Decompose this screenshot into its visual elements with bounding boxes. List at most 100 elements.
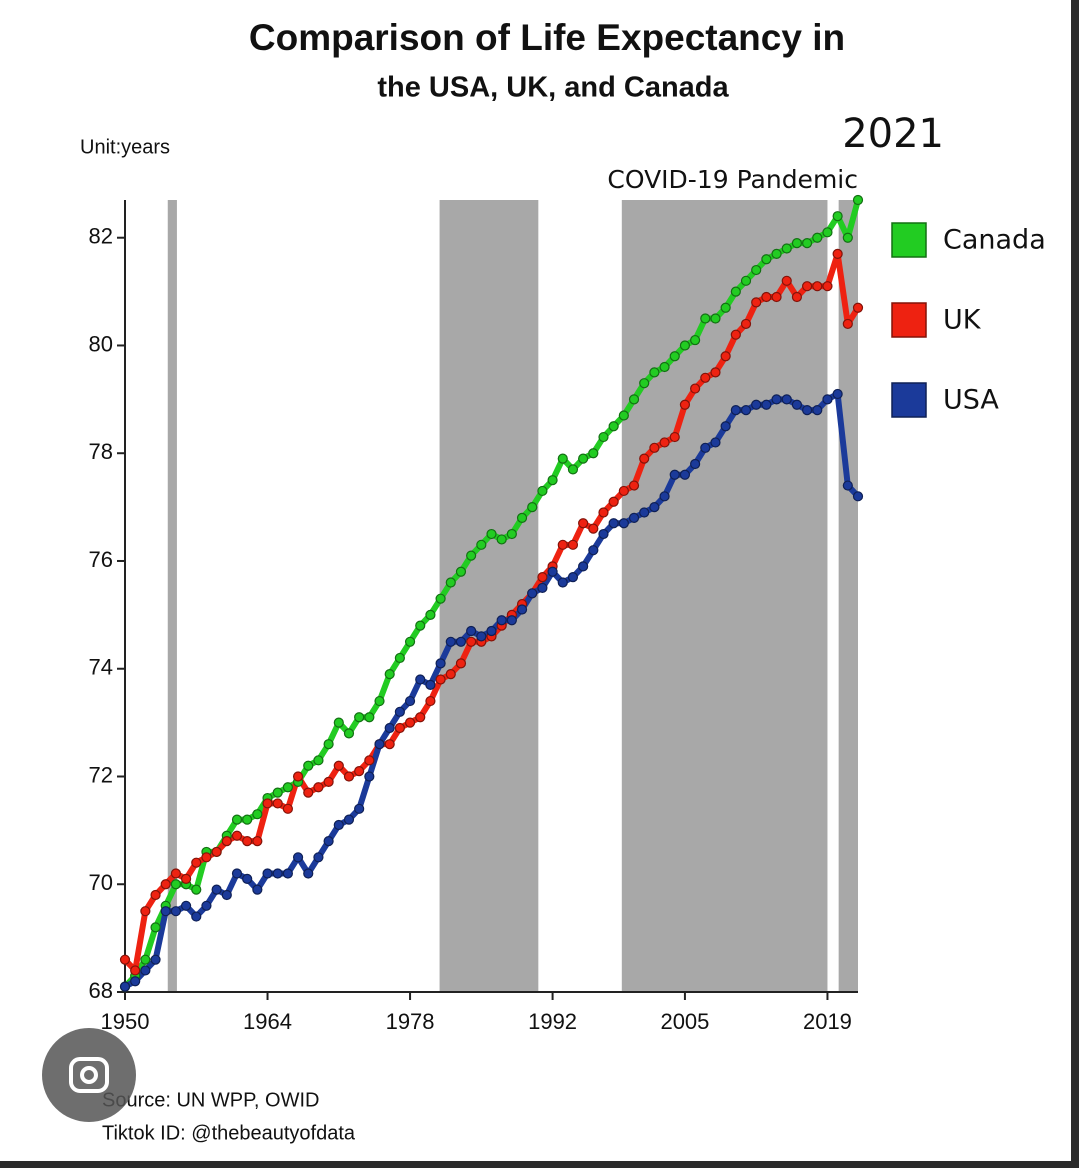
data-point: [496, 534, 507, 545]
data-point: [425, 679, 436, 690]
data-point: [333, 819, 344, 831]
data-point: [740, 318, 752, 330]
x-tick-label: 2005: [660, 1009, 709, 1034]
lens-button[interactable]: [42, 1028, 136, 1122]
data-point: [130, 965, 141, 976]
data-point: [751, 264, 762, 276]
data-point: [252, 836, 263, 847]
data-point: [700, 313, 711, 324]
data-point: [598, 431, 609, 443]
data-point: [211, 846, 222, 858]
data-point: [404, 695, 416, 707]
data-point: [292, 771, 304, 782]
data-point: [649, 502, 660, 513]
data-point: [628, 480, 640, 491]
data-point: [313, 782, 324, 793]
lens-icon[interactable]: [69, 1057, 109, 1093]
data-point: [557, 453, 568, 464]
data-point: [242, 873, 253, 884]
data-point: [598, 528, 609, 540]
data-point: [720, 302, 731, 313]
data-point: [150, 954, 161, 965]
data-point: [740, 405, 752, 416]
data-point: [160, 879, 171, 890]
chart-title: Comparison of Life Expectancy in: [249, 17, 845, 58]
data-point: [282, 782, 293, 793]
data-point: [771, 248, 782, 259]
data-point: [221, 889, 232, 901]
data-point: [710, 437, 721, 448]
data-point: [476, 631, 487, 642]
data-point: [150, 889, 161, 901]
data-point: [415, 620, 426, 631]
data-point: [425, 695, 436, 707]
unit-label: Unit:years: [80, 136, 170, 158]
data-point: [231, 830, 243, 841]
data-point: [394, 652, 405, 664]
data-point: [191, 911, 202, 922]
data-point: [374, 739, 385, 750]
data-point: [567, 464, 579, 475]
data-point: [394, 722, 405, 734]
data-point: [466, 550, 477, 561]
data-point: [710, 367, 721, 378]
data-point: [791, 399, 803, 410]
shaded-range: [439, 200, 539, 992]
data-point: [170, 868, 182, 879]
data-point: [170, 906, 182, 917]
lens-icon[interactable]: [80, 1066, 98, 1084]
data-point: [140, 954, 151, 965]
y-tick-label: 74: [89, 655, 113, 680]
data-point: [496, 615, 507, 626]
data-point: [506, 528, 517, 540]
data-point: [455, 566, 467, 577]
data-point: [415, 712, 426, 723]
data-point: [252, 884, 263, 895]
data-point: [303, 760, 314, 771]
frame-edge: [1071, 0, 1079, 1168]
data-point: [231, 814, 243, 825]
data-point: [313, 755, 324, 766]
data-point: [567, 572, 579, 583]
data-point: [323, 836, 334, 847]
data-point: [730, 405, 741, 416]
data-point: [140, 906, 151, 917]
data-point: [649, 367, 660, 378]
lens-circle[interactable]: [42, 1028, 136, 1122]
source: Source: UN WPP, OWID: [102, 1089, 319, 1111]
data-point: [578, 561, 589, 572]
legend-swatch: [891, 382, 927, 418]
data-point: [119, 954, 131, 965]
data-point: [679, 399, 691, 410]
data-point: [303, 787, 314, 798]
data-point: [700, 442, 711, 453]
data-point: [720, 421, 731, 432]
data-point: [394, 706, 405, 717]
data-point: [425, 609, 436, 620]
data-point: [628, 512, 640, 523]
data-point: [262, 868, 273, 879]
data-point: [547, 566, 558, 577]
data-point: [242, 836, 253, 847]
data-point: [282, 803, 293, 814]
data-point: [272, 787, 283, 798]
legend-label: USA: [943, 385, 999, 416]
data-point: [384, 669, 395, 680]
data-point: [588, 545, 599, 556]
data-point: [435, 658, 446, 669]
data-point: [313, 852, 324, 863]
data-point: [700, 372, 711, 383]
data-point: [679, 340, 691, 351]
data-point: [618, 410, 629, 421]
year-label: 2021: [842, 111, 944, 157]
legend-swatch: [891, 302, 927, 338]
data-point: [578, 453, 589, 464]
data-point: [618, 518, 629, 529]
data-point: [649, 442, 660, 453]
data-point: [781, 275, 792, 286]
data-point: [791, 238, 803, 249]
x-tick-label: 1992: [528, 1009, 577, 1034]
data-point: [242, 814, 253, 825]
